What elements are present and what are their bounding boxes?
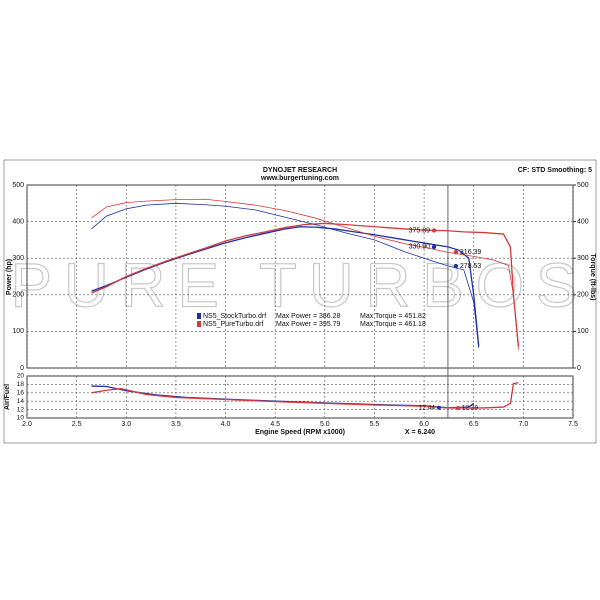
- afr-axis-title: Air/Fuel: [4, 384, 11, 410]
- frame: [3, 159, 597, 444]
- power-line: [91, 222, 520, 347]
- y2-tick-label: 200: [577, 292, 589, 299]
- legend-swatch: [197, 313, 201, 319]
- y2-tick-label: 300: [577, 255, 589, 262]
- chart-subtitle: www.burgertuning.com: [260, 175, 339, 182]
- watermark: PURE TURBOS: [11, 251, 590, 320]
- power-line: [91, 226, 480, 347]
- torque-line: [91, 198, 519, 350]
- legend-max-torque: Max Torque = 461.18: [360, 321, 426, 328]
- x-tick-label: 7.5: [568, 421, 578, 428]
- legend-label: NS5_StockTurbo.drf: [203, 313, 266, 320]
- y-tick-label: 100: [12, 328, 24, 335]
- x-tick-label: 2.5: [72, 421, 82, 428]
- cursor-marker: [453, 263, 459, 269]
- cursor-value: 12.39: [462, 405, 479, 412]
- torque-line: [91, 202, 480, 348]
- cursor-value: 330.90: [409, 244, 431, 251]
- y-tick-label: 14: [17, 398, 25, 405]
- cursor-marker: [431, 228, 437, 233]
- legend-max-power: Max Power = 386.28: [276, 313, 341, 320]
- legend-swatch: [197, 321, 201, 327]
- y-tick-label: 400: [12, 218, 24, 225]
- x-tick-label: 6.0: [419, 421, 429, 428]
- y-tick-label: 16: [17, 390, 25, 397]
- cursor-marker: [431, 244, 437, 250]
- y-tick-label: 200: [12, 292, 24, 299]
- legend-max-torque: Max Torque = 451.82: [360, 313, 426, 320]
- y-tick-label: 300: [12, 255, 24, 262]
- x-tick-label: 7.0: [518, 421, 528, 428]
- y2-tick-label: 400: [577, 218, 589, 225]
- y-tick-label: 12: [17, 406, 25, 413]
- y2-tick-label: 0: [577, 365, 581, 372]
- x-tick-label: 3.5: [171, 421, 181, 428]
- cursor-value: 375.89: [409, 227, 431, 234]
- legend-label: NS5_PureTurbo.drf: [203, 321, 263, 328]
- y-axis-title: Power (hp): [6, 259, 13, 295]
- x-axis-title: Engine Speed (RPM x1000): [255, 429, 345, 436]
- y-tick-label: 10: [17, 415, 25, 422]
- cursor-marker: [455, 405, 460, 410]
- x-tick-label: 6.5: [469, 421, 479, 428]
- y2-axis-title: Torque (ft-lbs): [589, 254, 596, 301]
- y-tick-label: 18: [17, 381, 25, 388]
- afr-line: [91, 382, 519, 409]
- cursor-value: 278.53: [460, 263, 482, 270]
- x-tick-label: 2.0: [22, 421, 32, 428]
- cursor-value: 12.44: [419, 404, 436, 411]
- x-tick-label: 4.5: [270, 421, 280, 428]
- legend-max-power: Max Power = 395.79: [276, 321, 341, 328]
- x-tick-label: 3.0: [121, 421, 131, 428]
- settings-note: CF: STD Smoothing: 5: [518, 167, 592, 174]
- y-tick-label: 500: [12, 182, 24, 189]
- x-tick-label: 5.0: [320, 421, 330, 428]
- y-tick-label: 0: [20, 365, 24, 372]
- chart-title: DYNOJET RESEARCH: [263, 167, 337, 174]
- y2-tick-label: 100: [577, 328, 589, 335]
- x-tick-label: 5.5: [370, 421, 380, 428]
- y2-tick-label: 500: [577, 182, 589, 189]
- cursor-marker: [453, 250, 459, 255]
- y-tick-label: 20: [17, 373, 25, 380]
- cursor-value: 316.39: [460, 249, 482, 256]
- cursor-label: X = 6.240: [405, 429, 435, 436]
- x-tick-label: 4.0: [221, 421, 231, 428]
- cursor-marker: [436, 405, 441, 410]
